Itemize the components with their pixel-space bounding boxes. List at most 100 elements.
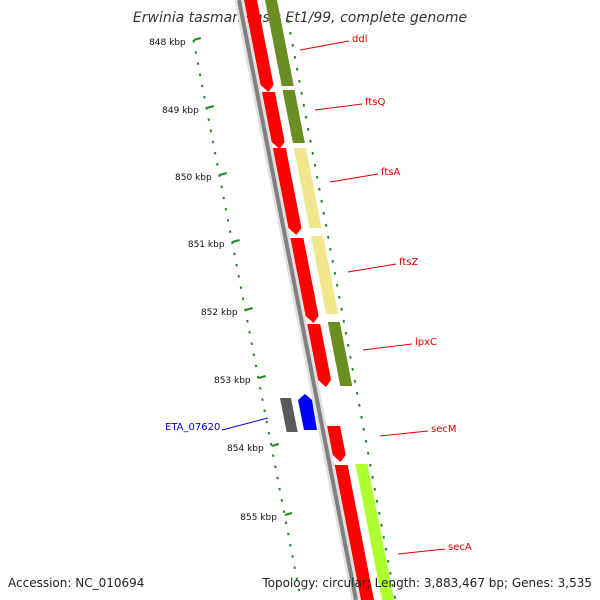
ruler-dot <box>241 297 245 301</box>
guide-dot <box>333 271 337 275</box>
ruler-dot <box>256 375 260 379</box>
scale-label: 850 kbp <box>175 173 212 183</box>
guide-dot <box>369 463 372 467</box>
ruler-dot <box>278 487 281 491</box>
ruler-dot <box>293 566 296 570</box>
guide-dot <box>364 439 368 443</box>
guide-dot <box>342 319 346 323</box>
scale-label: 855 kbp <box>240 513 277 523</box>
ruler-dot <box>295 577 299 581</box>
ruler-dot <box>211 140 215 144</box>
ruler-dot <box>267 431 271 435</box>
cds-arrow <box>244 0 274 92</box>
ruler-major-tick <box>258 374 266 380</box>
guide-dot <box>318 187 321 191</box>
gene-label-secA: secA <box>448 542 472 553</box>
guide-dot <box>360 415 363 419</box>
ruler-dot <box>297 588 301 592</box>
ruler-dot <box>254 364 258 368</box>
guide-dot <box>322 211 326 215</box>
ruler-dot <box>259 386 262 390</box>
blue-gene-arrow <box>298 394 317 430</box>
ruler-dot <box>207 118 210 122</box>
cds-arrow <box>327 426 346 462</box>
ruler-major-tick <box>219 171 227 177</box>
guide-dot <box>384 547 388 551</box>
ruler-dot <box>271 454 275 458</box>
ruler-major-tick <box>271 442 280 448</box>
guide-dot <box>293 55 297 59</box>
gene-label-ftsZ: ftsZ <box>399 257 418 268</box>
label-leader <box>314 103 363 111</box>
topology-text: Topology: circular; Length: 3,883,467 bp… <box>262 576 592 590</box>
guide-dot <box>326 235 330 239</box>
guide-dot <box>309 139 312 143</box>
scale-ruler: 848 kbp 849 kbp 850 kbp 851 kbp 852 kbp 853 k… <box>149 19 397 599</box>
ruler-dot <box>261 398 264 402</box>
ruler-dot <box>228 230 232 234</box>
label-leader <box>329 173 379 183</box>
guide-dot <box>311 151 314 155</box>
guide-dot <box>373 487 377 491</box>
ruler-dot <box>263 409 266 413</box>
guide-dot <box>338 295 341 299</box>
map-title: Erwinia tasmaniensis Et1/99, complete ge… <box>133 10 467 26</box>
ruler-dot <box>239 286 243 290</box>
guide-dot <box>302 103 306 107</box>
scale-label: 852 kbp <box>201 308 238 318</box>
guide-dot <box>307 127 310 131</box>
ruler-dot <box>222 196 225 200</box>
ruler-dot <box>248 330 251 334</box>
ruler-dot <box>250 342 253 346</box>
ruler-dot <box>252 353 256 357</box>
guide-dot <box>295 67 299 71</box>
scale-label: 853 kbp <box>214 376 251 386</box>
gene-bar <box>293 148 322 228</box>
gene-bar <box>265 0 294 86</box>
ruler-dot <box>289 543 292 547</box>
ruler-major-tick <box>284 511 293 517</box>
scale-label: 854 kbp <box>227 444 264 454</box>
accession-text: Accession: NC_010694 <box>8 576 145 590</box>
ruler-dot <box>274 465 277 469</box>
cds-arrow <box>334 465 374 600</box>
backbone-line <box>237 0 358 600</box>
guide-dot <box>331 259 334 263</box>
ruler-dot <box>198 73 202 77</box>
guide-dot <box>375 499 379 503</box>
guide-dot <box>386 559 390 563</box>
gene-label-lpxC: lpxC <box>415 337 437 348</box>
ruler-dot <box>196 62 200 66</box>
ruler-dot <box>203 95 206 99</box>
guide-dot <box>304 115 308 119</box>
guide-dot <box>380 523 383 527</box>
gene-label-ftsQ: ftsQ <box>365 97 385 108</box>
gene-bar <box>327 322 353 386</box>
grey-feature <box>280 398 298 432</box>
guide-dot <box>391 583 394 587</box>
ruler-dot <box>209 129 213 133</box>
guide-dot <box>335 283 339 287</box>
guide-dot <box>329 247 332 251</box>
ruler-dot <box>282 510 286 514</box>
guide-dot <box>340 307 343 311</box>
ruler-dot <box>280 498 284 502</box>
label-leader <box>379 430 429 437</box>
ruler-dot <box>226 218 230 222</box>
ruler-major-tick <box>206 104 215 110</box>
ruler-dot <box>216 162 219 166</box>
scale-label: 849 kbp <box>162 106 199 116</box>
scale-label: 848 kbp <box>149 38 186 48</box>
ruler-dot <box>205 106 208 110</box>
guide-dot <box>378 511 381 515</box>
label-leader <box>299 40 350 51</box>
guide-dot <box>371 475 374 479</box>
gene-label-ftsA: ftsA <box>381 167 400 178</box>
scale-label: 851 kbp <box>188 240 225 250</box>
guide-dot <box>346 343 350 347</box>
guide-dot <box>382 535 386 539</box>
ruler-dot <box>192 39 195 43</box>
ruler-dot <box>235 263 238 267</box>
